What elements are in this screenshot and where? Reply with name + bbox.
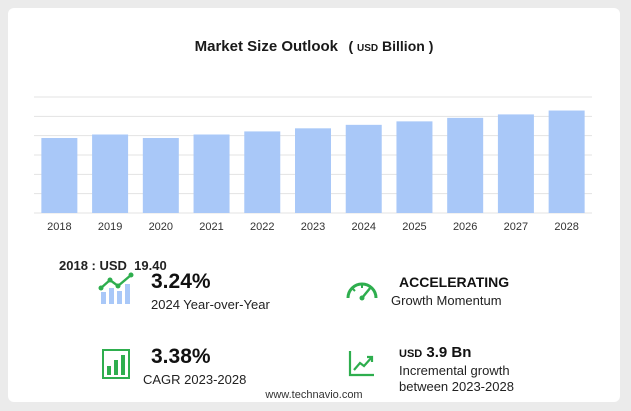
bar-2028 [548,110,585,213]
base-value: 19.40 [134,258,167,273]
trend-line-icon [348,351,374,377]
bar-2023 [295,128,331,213]
x-tick-label: 2028 [554,221,578,233]
x-tick-label: 2019 [98,221,122,233]
x-tick-label: 2018 [47,221,71,233]
incremental-label-2: between 2023-2028 [399,379,514,394]
base-year-label: 2018 : USD 19.40 [59,258,167,273]
bar-2024 [345,124,382,213]
bar-2020 [142,137,179,213]
bar-2021 [193,134,230,213]
x-tick-label: 2020 [149,221,173,233]
momentum-label: Growth Momentum [391,293,502,308]
x-tick-label: 2024 [351,221,375,233]
bar-2018 [41,137,78,213]
bar-chart: 2018 2019 2020 2021 2022 2023 2024 2025 2026 2027… [34,96,592,233]
base-currency: USD [99,258,127,273]
unit-prefix: USD [357,43,379,54]
x-tick-label: 2023 [301,221,325,233]
x-tick-label: 2021 [199,221,223,233]
incremental-currency: USD [399,348,423,360]
bar-2019 [92,134,129,213]
footer-url: www.technavio.com [265,389,363,401]
incremental-value: USD 3.9 Bn [399,344,471,361]
base-year: 2018 [59,258,88,273]
yoy-label: 2024 Year-over-Year [151,297,270,312]
bar-2022 [244,131,281,213]
gauge-icon [346,282,378,301]
bar-trend-icon [98,272,134,304]
cagr-value: 3.38% [151,345,211,368]
bar-chart-icon [102,349,130,379]
bar-2025 [396,121,433,213]
title-text: Market Size Outlook [194,38,338,55]
unit-suffix: Billion [382,38,425,54]
incremental-label-1: Incremental growth [399,363,510,378]
yoy-value: 3.24% [151,270,211,293]
title-unit: ( USD Billion ) [348,38,434,54]
x-tick-label: 2027 [504,221,528,233]
chart-title: Market Size Outlook ( USD Billion ) [8,38,620,56]
x-tick-label: 2026 [453,221,477,233]
incremental-amount: 3.9 Bn [426,344,472,361]
bar-2027 [497,114,534,213]
x-tick-label: 2025 [402,221,426,233]
momentum-value: ACCELERATING [399,274,510,290]
cagr-label: CAGR 2023-2028 [143,372,247,387]
x-tick-label: 2022 [250,221,274,233]
bar-2026 [447,117,484,213]
market-card: Market Size Outlook ( USD Billion ) 2018… [8,8,620,402]
